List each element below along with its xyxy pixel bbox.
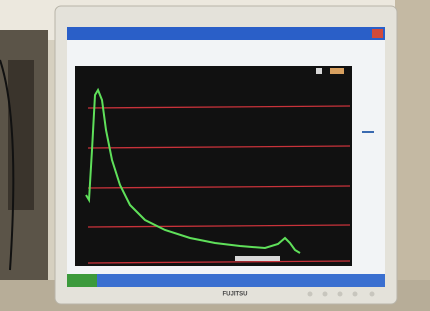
button: [338, 292, 343, 297]
brand-label: FUJITSU: [222, 292, 247, 298]
page: FUJITSU (() => { const data = JSON.parse…: [0, 0, 430, 311]
button: [323, 292, 328, 297]
wall-right: [395, 0, 430, 311]
plot-icon: [330, 68, 344, 74]
start-button: [67, 274, 97, 287]
button: [353, 292, 358, 297]
side-mark: [362, 131, 374, 133]
close-button: [372, 29, 383, 38]
plot-label-box: [235, 256, 280, 261]
photo: FUJITSU: [0, 0, 430, 311]
taskbar: [67, 274, 385, 287]
plot-area: [75, 66, 352, 266]
button: [308, 292, 313, 297]
button: [370, 292, 375, 297]
title-bar: [67, 27, 385, 40]
plot-icon: [316, 68, 322, 74]
